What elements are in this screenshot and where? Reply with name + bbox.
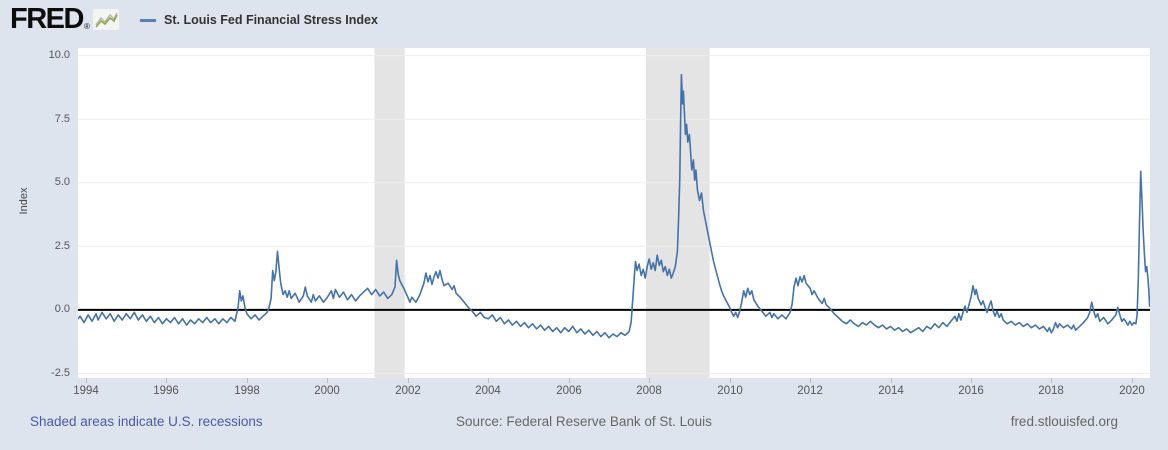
fred-logo[interactable]: FRED ® <box>10 4 119 34</box>
plot-area[interactable] <box>78 48 1150 378</box>
series-line <box>78 73 1150 339</box>
x-tick-label: 2012 <box>797 385 823 397</box>
x-tick-label: 2002 <box>395 385 421 397</box>
x-tick-label: 1996 <box>153 385 179 397</box>
fred-logo-text: FRED <box>10 3 84 35</box>
x-tick-mark <box>327 378 328 383</box>
x-tick-label: 2006 <box>556 385 582 397</box>
x-tick-mark <box>810 378 811 383</box>
x-tick-label: 2010 <box>717 385 743 397</box>
x-tick-mark <box>247 378 248 383</box>
x-tick-label: 2016 <box>958 385 984 397</box>
y-tick-label: 7.5 <box>54 112 70 125</box>
x-tick-mark <box>488 378 489 383</box>
x-tick-label: 2018 <box>1038 385 1064 397</box>
registered-mark: ® <box>83 22 90 31</box>
x-tick-label: 2000 <box>314 385 340 397</box>
x-tick-mark <box>1132 378 1133 383</box>
x-tick-label: 1998 <box>234 385 260 397</box>
x-tick-mark <box>86 378 87 383</box>
series-line-marker <box>140 18 156 22</box>
x-tick-label: 2008 <box>636 385 662 397</box>
fred-site-link[interactable]: fred.stlouisfed.org <box>1010 414 1118 429</box>
y-tick-label: 2.5 <box>54 239 70 252</box>
x-tick-label: 2014 <box>878 385 904 397</box>
source-text: Source: Federal Reserve Bank of St. Loui… <box>456 414 712 429</box>
x-tick-label: 2020 <box>1119 385 1145 397</box>
x-tick-label: 1994 <box>73 385 99 397</box>
x-tick-mark <box>730 378 731 383</box>
footer: Shaded areas indicate U.S. recessions So… <box>0 414 1168 436</box>
x-tick-mark <box>408 378 409 383</box>
recession-note-link[interactable]: Shaded areas indicate U.S. recessions <box>30 414 263 429</box>
series-legend-label: St. Louis Fed Financial Stress Index <box>164 13 378 27</box>
x-tick-mark <box>971 378 972 383</box>
x-tick-mark <box>891 378 892 383</box>
y-tick-label: 5.0 <box>54 176 70 189</box>
x-tick-mark <box>166 378 167 383</box>
chart-legend: St. Louis Fed Financial Stress Index <box>140 0 378 40</box>
x-tick-mark <box>569 378 570 383</box>
x-tick-mark <box>1051 378 1052 383</box>
x-tick-label: 2004 <box>475 385 501 397</box>
header: FRED ® St. Louis Fed Financial Stress Ind… <box>0 0 1168 40</box>
x-tick-mark <box>649 378 650 383</box>
y-tick-label: 10.0 <box>48 49 70 62</box>
sparkline-icon <box>92 8 119 30</box>
recession-band <box>646 48 710 378</box>
y-tick-label: -2.5 <box>51 366 70 379</box>
recession-band <box>374 48 405 378</box>
stress-index-chart[interactable] <box>78 48 1150 378</box>
y-tick-label: 0.0 <box>54 303 70 316</box>
